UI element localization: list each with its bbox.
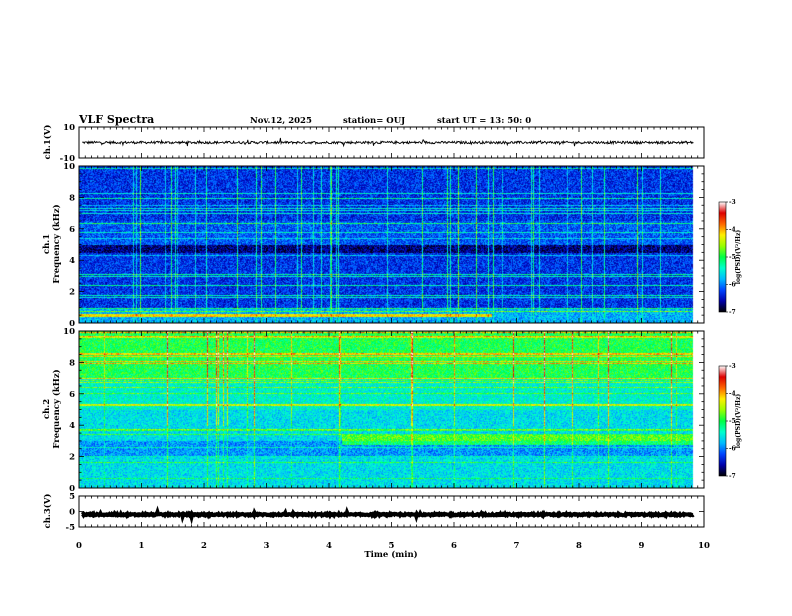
ch1-waveform-ylabel: ch.1(V)	[42, 125, 53, 160]
y-tick-label: 10	[63, 327, 75, 337]
start-time-label: start UT = 13: 50: 0	[437, 116, 531, 126]
y-tick-label: 8	[69, 358, 75, 368]
ch3-waveform-ylabel: ch.3(V)	[42, 494, 53, 529]
time-tick-label: 4	[326, 541, 332, 551]
colorbar-tick-label: -7	[729, 473, 736, 480]
y-tick-label: 0	[69, 319, 75, 329]
y-tick-label: -5	[66, 523, 76, 533]
y-tick-label: 4	[69, 421, 75, 431]
ch1-spectrogram-holder	[79, 166, 704, 323]
ch3-waveform-trace	[80, 505, 695, 525]
time-axis-ticks: 0 1 2 3 4 5 6 7 8 9 10	[76, 127, 710, 551]
time-tick-label: 1	[139, 541, 145, 551]
colorbar-label: log(PSD)(V²/Hz)	[735, 230, 742, 285]
ch1-spectrogram-y-ticks: 0 2 4 6 8 10	[63, 162, 704, 329]
figure-header: VLF Spectra Nov.12, 2025 station= OUJ st…	[78, 113, 531, 126]
ch2-spectrogram-holder	[79, 331, 704, 488]
time-tick-label: 8	[576, 541, 582, 551]
ch1-spectrogram-panel: 0 2 4 6 8 10 ch.1 Frequency (kHz) -3 -4 -5 -6 -7 l…	[42, 162, 742, 329]
time-tick-label: 10	[698, 541, 710, 551]
y-tick-label: 6	[69, 225, 75, 235]
colorbar-tick-label: -6	[729, 446, 736, 453]
y-tick-label: 10	[63, 162, 75, 172]
y-tick-label: 2	[69, 453, 75, 463]
time-tick-label: 9	[639, 541, 645, 551]
colorbar-tick-label: -5	[729, 418, 736, 425]
ch2-spectrogram-image	[79, 331, 704, 488]
y-tick-label: 10	[63, 123, 75, 133]
colorbar-tick-label: -3	[729, 199, 736, 206]
ch2-spectrogram-channel-label: ch.2	[42, 399, 52, 419]
figure-title: VLF Spectra	[78, 113, 154, 126]
ch1-spectrogram-ylabel: Frequency (kHz)	[51, 204, 62, 283]
ch1-waveform-y-ticks: 10 -10	[60, 123, 704, 164]
ch1-waveform-trace	[82, 137, 694, 148]
ch2-spectrogram-y-ticks: 0 2 4 6 8 10	[63, 327, 704, 494]
ch2-spectrogram-ylabel: Frequency (kHz)	[51, 369, 62, 448]
time-tick-label: 0	[76, 541, 82, 551]
ch2-spectrogram-panel: 0 2 4 6 8 10 ch.2 Frequency (kHz) -3 -4 -5 -6 -7 l…	[42, 327, 742, 494]
time-axis-label: Time (min)	[364, 549, 417, 560]
colorbar-tick-label: -4	[729, 391, 736, 398]
time-tick-label: 7	[514, 541, 520, 551]
time-tick-label: 3	[264, 541, 270, 551]
y-tick-label: 8	[69, 193, 75, 203]
y-tick-label: 4	[69, 256, 75, 266]
colorbar-tick-label: -3	[729, 363, 736, 370]
ch1-spectrogram-image	[79, 166, 704, 323]
colorbar-tick-label: -4	[729, 227, 736, 234]
y-tick-label: -10	[60, 154, 75, 164]
colorbar-tick-label: -5	[729, 254, 736, 261]
y-tick-label: 5	[69, 492, 75, 502]
ch2-colorbar: -3 -4 -5 -6 -7 log(PSD)(V²/Hz)	[718, 363, 742, 480]
date-label: Nov.12, 2025	[250, 116, 312, 126]
ch1-spectrogram-channel-label: ch.1	[42, 234, 52, 254]
y-tick-label: 2	[69, 288, 75, 298]
station-label: station= OUJ	[343, 116, 405, 126]
ch1-colorbar: -3 -4 -5 -6 -7 log(PSD)(V²/Hz)	[718, 199, 742, 316]
colorbar-label: log(PSD)(V²/Hz)	[735, 394, 742, 449]
colorbar-scale	[718, 365, 727, 477]
time-tick-label: 2	[201, 541, 207, 551]
time-tick-label: 5	[389, 541, 395, 551]
y-tick-label: 6	[69, 390, 75, 400]
colorbar-tick-label: -6	[729, 282, 736, 289]
colorbar-tick-label: -7	[729, 309, 736, 316]
ch3-waveform-y-ticks: 5 0 -5	[66, 492, 704, 533]
colorbar-scale	[718, 201, 727, 313]
y-tick-label: 0	[69, 508, 75, 518]
y-tick-label: 0	[69, 484, 75, 494]
time-tick-label: 6	[451, 541, 457, 551]
